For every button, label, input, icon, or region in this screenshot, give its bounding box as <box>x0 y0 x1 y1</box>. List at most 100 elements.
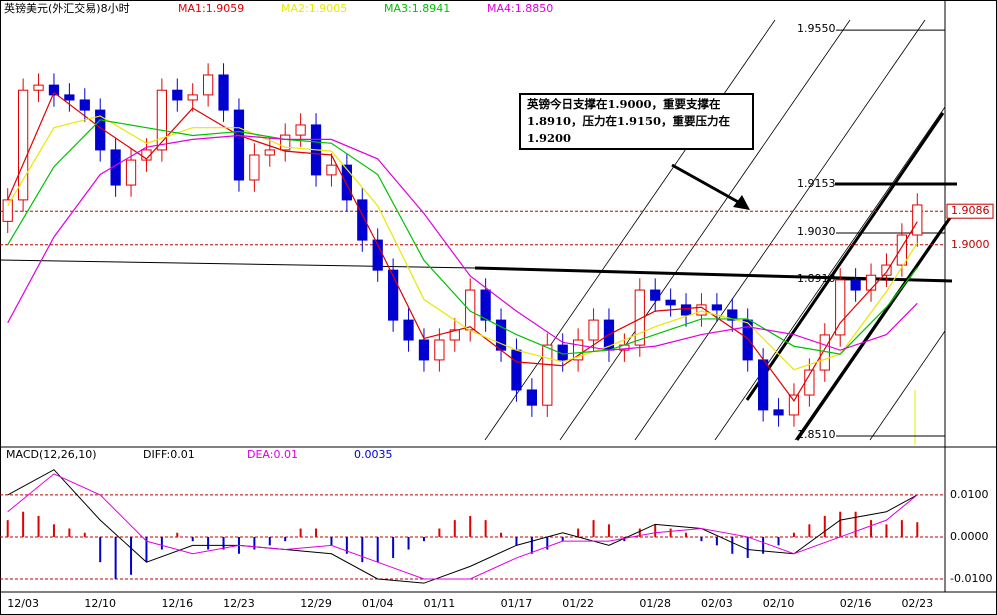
legend-entry: MA3:1.8941 <box>384 2 450 15</box>
candle-body <box>326 164 337 176</box>
candle-body <box>480 289 491 321</box>
x-tick-label: 01/04 <box>362 597 394 610</box>
candle-body <box>665 299 676 306</box>
candle-body <box>634 289 645 346</box>
candle-body <box>680 304 692 316</box>
channel-upper <box>745 112 945 401</box>
price-box <box>946 203 994 219</box>
candle-body <box>835 279 846 336</box>
x-tick-label: 01/17 <box>501 597 533 610</box>
level-label: 1.9550 <box>797 22 836 35</box>
candle-body <box>388 269 399 321</box>
x-tick-label: 02/10 <box>763 597 795 610</box>
macd-title: MACD(12,26,10) <box>6 448 97 461</box>
candle-body <box>881 264 892 276</box>
arrow-shaft <box>671 163 741 205</box>
candle-body <box>865 274 877 291</box>
legend-entry: DEA:0.01 <box>247 448 298 461</box>
candle-body <box>526 389 537 406</box>
candle-body <box>588 319 599 341</box>
candle-body <box>542 344 553 406</box>
ma-line <box>7 119 918 355</box>
ma-line <box>7 91 918 402</box>
candle-body <box>711 304 722 311</box>
candle-body <box>727 309 738 321</box>
candle-body <box>141 149 152 161</box>
candle-body <box>264 149 275 156</box>
legend-entry: MA1:1.9059 <box>178 2 244 15</box>
annotation: 英镑今日支撑在1.9000，重要支撑在1.8910，压力在1.9150，重要压力… <box>519 93 754 150</box>
legend-entry: 0.0035 <box>354 448 393 461</box>
candle-body <box>434 339 445 361</box>
x-tick-label: 12/23 <box>223 597 255 610</box>
candle-body <box>172 89 183 101</box>
macd-line <box>7 469 918 584</box>
candle-body <box>2 199 13 222</box>
candle-body <box>218 74 229 111</box>
candle-body <box>48 84 60 96</box>
candle-body <box>573 339 584 361</box>
macd-line <box>7 473 918 580</box>
candle-body <box>203 74 214 96</box>
x-tick-label: 12/29 <box>300 597 332 610</box>
legend-entry: MA2:1.9005 <box>281 2 347 15</box>
x-tick-label: 02/23 <box>901 597 933 610</box>
trend-line <box>0 259 476 269</box>
candle-body <box>418 339 430 361</box>
candle-body <box>773 409 784 416</box>
diagonal-guides <box>484 19 946 441</box>
candle-body <box>465 289 476 331</box>
y-tick-label: 1.9000 <box>951 238 990 251</box>
candle-body <box>187 94 198 101</box>
level-label: 1.8910 <box>797 272 836 285</box>
candle-body <box>156 89 167 151</box>
candle-body <box>79 99 90 111</box>
ma-line <box>7 134 918 351</box>
candle-body <box>850 279 861 291</box>
x-tick-label: 12/16 <box>161 597 193 610</box>
x-tick-label: 02/03 <box>701 597 733 610</box>
level-label: 1.9030 <box>797 225 836 238</box>
candle-body <box>357 199 368 241</box>
x-tick-label: 02/16 <box>840 597 872 610</box>
x-tick-label: 01/11 <box>424 597 456 610</box>
annotation-box: 英镑今日支撑在1.9000，重要支撑在1.8910，压力在1.9150，重要压力… <box>519 93 754 150</box>
y-tick-label: 0.0000 <box>950 530 989 543</box>
ma-line <box>7 115 918 371</box>
candle-body <box>295 124 306 136</box>
arrow-head <box>733 195 750 210</box>
candle-body <box>341 164 352 201</box>
candle-body <box>511 349 522 391</box>
candle-body <box>125 159 137 186</box>
y-tick-label: 0.0100 <box>950 488 989 501</box>
candle-body <box>650 289 661 301</box>
candle-body <box>64 94 75 101</box>
candle-body <box>249 154 260 181</box>
x-tick-label: 01/28 <box>639 597 671 610</box>
candle-body <box>788 394 800 416</box>
level-label: 1.8510 <box>797 428 836 441</box>
x-tick-label: 12/03 <box>7 597 39 610</box>
legend-entry: DIFF:0.01 <box>143 448 195 461</box>
channel-lower <box>795 214 954 441</box>
y-tick-label: 1.9086 <box>951 204 990 217</box>
candle-body <box>758 359 769 411</box>
x-tick-label: 12/10 <box>84 597 116 610</box>
candle-body <box>742 319 753 361</box>
candle-body <box>896 234 907 266</box>
level-label: 1.9153 <box>797 177 836 190</box>
candle-body <box>403 319 414 341</box>
candle-body <box>18 89 29 201</box>
candle-body <box>449 329 460 341</box>
legend-entry: MA4:1.8850 <box>487 2 553 15</box>
candle-body <box>912 204 923 236</box>
candle-body <box>280 134 291 151</box>
candle-body <box>233 109 245 181</box>
x-tick-label: 01/22 <box>562 597 594 610</box>
chart-title: 英镑美元(外汇交易)8小时 <box>4 1 130 15</box>
y-tick-label: -0.0100 <box>950 572 992 585</box>
candle-body <box>95 109 106 151</box>
